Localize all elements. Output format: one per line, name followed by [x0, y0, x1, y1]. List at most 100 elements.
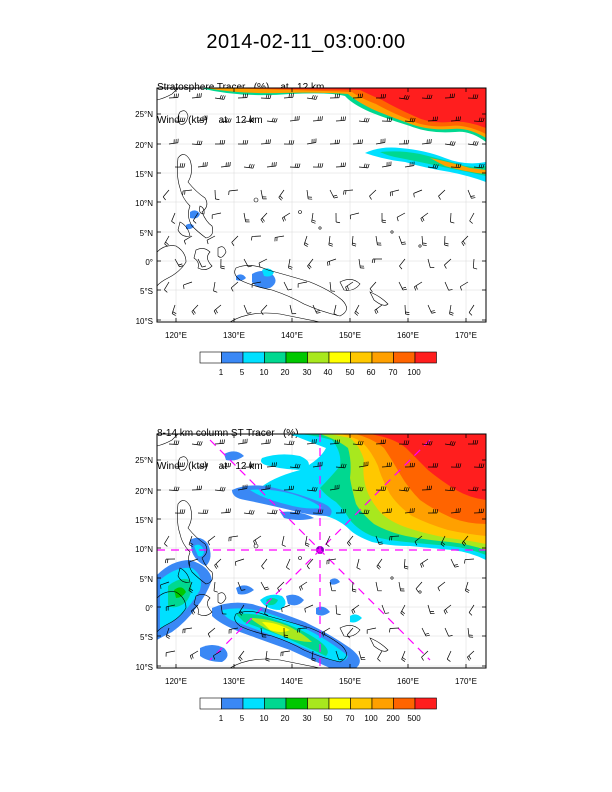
colorbar-swatch	[350, 697, 373, 710]
wind-barb-feather	[321, 163, 324, 168]
panel-2-lon-labels: 120°E 130°E 140°E 150°E 160°E 170°E	[165, 677, 477, 686]
wind-barb-feather	[196, 485, 199, 490]
wind-barb-feather	[261, 217, 265, 222]
wind-barb-feather	[189, 542, 194, 545]
wind-barb	[191, 304, 199, 312]
wind-barb-feather	[480, 463, 483, 468]
wind-barb	[351, 235, 354, 245]
wind-barb-feather	[284, 636, 289, 639]
wind-barb-feather	[181, 163, 184, 168]
wind-barb	[306, 142, 316, 145]
wind-barb-feather	[449, 440, 452, 445]
wind-barb	[464, 581, 469, 591]
panel-2-lat-labels: 25°N 20°N 15°N 10°N 5°N 0° 5°S 10°S	[135, 456, 153, 672]
wind-barb	[191, 443, 201, 446]
wind-barb	[467, 143, 477, 146]
wind-barb	[328, 235, 331, 245]
wind-barb-feather	[179, 117, 182, 122]
wind-barb-feather	[242, 140, 245, 145]
wind-barb-feather	[162, 196, 166, 201]
wind-barb-feather	[467, 656, 470, 661]
wind-barb-feather	[230, 287, 234, 292]
wind-barb-feather	[382, 93, 385, 99]
panel-2-lon-label: 170°E	[455, 677, 477, 686]
wind-barb-feather	[238, 612, 243, 616]
wind-barb	[206, 235, 216, 241]
wind-barb-feather	[444, 242, 449, 245]
panel-2-colorbar-label: 10	[260, 714, 269, 723]
wind-barb	[243, 166, 253, 169]
wind-barb-feather	[470, 195, 475, 197]
wind-barb-feather	[405, 95, 408, 100]
wind-barb-feather	[183, 117, 186, 122]
wind-barb-feather	[420, 563, 423, 568]
wind-barb-feather	[441, 542, 446, 546]
wind-barb-feather	[319, 509, 322, 514]
wind-barb	[283, 96, 293, 99]
wind-barb	[356, 558, 360, 568]
wind-barb-feather	[377, 658, 381, 662]
wind-barb	[238, 650, 245, 659]
wind-barb-feather	[378, 541, 383, 543]
panel-2-lat-label: 25°N	[135, 456, 153, 465]
wind-barb-feather	[426, 440, 429, 445]
wind-barb	[237, 488, 247, 491]
wind-barb-feather	[342, 508, 345, 514]
wind-barb-feather	[401, 241, 406, 243]
wind-barb-feather	[444, 244, 449, 247]
wind-barb	[450, 558, 456, 568]
wind-barb	[390, 189, 400, 193]
wind-barb	[446, 650, 452, 660]
wind-barb-feather	[300, 585, 303, 590]
wind-barb	[289, 304, 293, 314]
wind-barb	[304, 535, 308, 545]
wind-barb-feather	[241, 589, 246, 591]
wind-barb-feather	[215, 198, 220, 200]
wind-barb-feather	[430, 485, 432, 490]
wind-barb-feather	[426, 485, 429, 490]
panel-1-colorbar	[199, 351, 437, 364]
wind-barb	[289, 119, 299, 122]
wind-barb-feather	[288, 265, 293, 268]
wind-barb-feather	[296, 463, 299, 468]
wind-barb-feather	[207, 541, 211, 546]
wind-barb-feather	[202, 462, 205, 467]
wind-barb-feather	[443, 610, 447, 615]
wind-barb-feather	[386, 508, 388, 513]
wind-barb	[381, 511, 392, 514]
wind-barb-feather	[321, 509, 324, 514]
wind-barb	[467, 189, 472, 199]
colorbar-swatch	[199, 351, 222, 364]
wind-barb-feather	[200, 441, 203, 446]
wind-barb-feather	[334, 439, 336, 444]
wind-barb	[278, 189, 285, 198]
wind-barb-feather	[363, 509, 366, 514]
wind-barb-feather	[275, 118, 278, 123]
wind-barb	[427, 258, 431, 268]
wind-barb-feather	[472, 486, 475, 491]
panel-2-colorbar-label: 30	[303, 714, 312, 723]
wind-barb	[467, 650, 475, 658]
wind-barb-feather	[361, 486, 364, 491]
wind-barb-feather	[354, 312, 358, 316]
wind-barb	[277, 581, 285, 589]
wind-barb-feather	[315, 310, 320, 312]
wind-barb-feather	[384, 93, 387, 99]
wind-barb-feather	[421, 657, 424, 661]
wind-barb-feather	[294, 509, 297, 514]
wind-barb	[375, 581, 379, 591]
wind-barb-feather	[345, 286, 348, 291]
wind-barb	[243, 120, 253, 123]
wind-barb-feather	[288, 485, 291, 490]
wind-barb	[427, 604, 431, 614]
wind-barb-feather	[438, 196, 441, 200]
wind-barb-feather	[388, 462, 390, 467]
wind-barb-feather	[246, 93, 248, 98]
colorbar-swatch	[285, 351, 308, 364]
wind-barb-feather	[352, 588, 357, 591]
wind-barb-feather	[459, 163, 462, 168]
wind-barb-feather	[328, 242, 333, 245]
wind-barb-feather	[171, 221, 176, 224]
wind-barb-feather	[389, 628, 391, 633]
wind-barb	[191, 96, 201, 99]
